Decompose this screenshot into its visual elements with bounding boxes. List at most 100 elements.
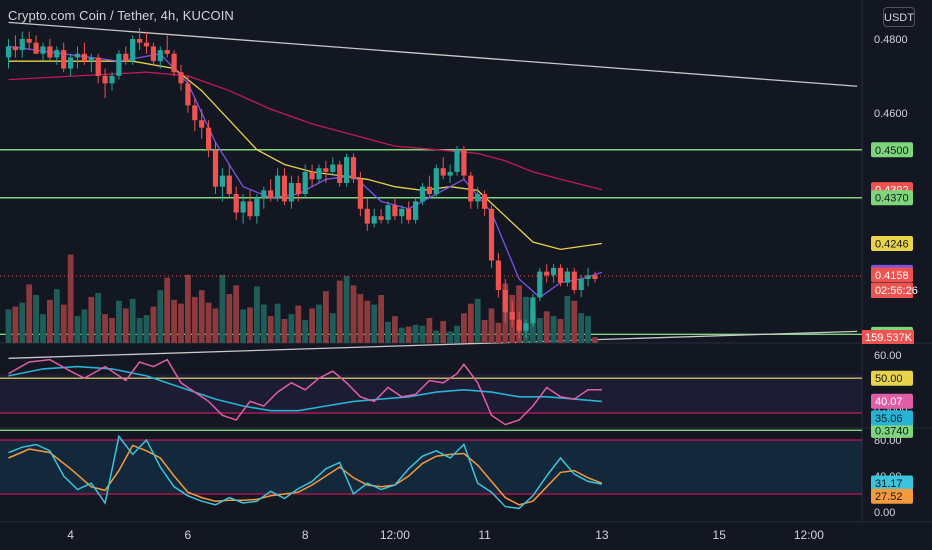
volume-bar — [109, 318, 115, 343]
candle-body — [592, 275, 598, 279]
candle-body — [516, 319, 522, 331]
volume-bar — [212, 308, 219, 343]
volume-bar — [129, 298, 136, 343]
price-last-badge — [871, 267, 913, 283]
price-level-badge — [871, 142, 913, 158]
volume-bar — [405, 326, 412, 343]
rsi-ma-current-label: 35.06 — [875, 413, 903, 425]
price-ema_mid-label: 0.4246 — [875, 239, 909, 251]
volume-bar — [412, 324, 419, 343]
candle-body — [433, 168, 439, 195]
volume-bar — [481, 319, 488, 343]
volume-bar — [47, 299, 53, 343]
volume-bar — [550, 316, 557, 343]
volume-bar — [67, 254, 74, 343]
candle-body — [61, 50, 67, 69]
rsi-ma-line — [8, 365, 602, 412]
candle-body — [357, 179, 363, 209]
candle-body — [468, 175, 474, 202]
candle-body — [364, 208, 370, 224]
candle-body — [385, 205, 391, 220]
volume-bar — [88, 296, 95, 343]
candle-body — [482, 194, 488, 209]
candle-body — [233, 194, 239, 213]
volume-bar — [454, 325, 460, 343]
time-tick-label: 15 — [713, 528, 727, 542]
candle-body — [440, 168, 446, 176]
volume-bar — [254, 286, 260, 343]
volume-bar — [426, 318, 433, 343]
volume-bar — [288, 314, 295, 343]
candle-body — [330, 164, 336, 172]
candle-body — [537, 271, 543, 298]
candle-body — [212, 149, 219, 187]
volume-bar — [274, 303, 281, 343]
volume-bar — [433, 330, 440, 343]
rsi-ma-current-badge — [871, 410, 913, 426]
rsi-pane — [0, 358, 862, 426]
volume-bar — [350, 285, 357, 343]
candle-body — [5, 46, 12, 58]
candle-body — [192, 105, 198, 121]
volume-last-badge — [862, 330, 914, 344]
price-level-badge — [871, 422, 913, 438]
volume-bar — [240, 309, 246, 343]
volume-bar — [116, 300, 122, 343]
candle-body — [523, 323, 529, 331]
price-tick-label: 0.4600 — [874, 108, 908, 120]
volume-bar — [95, 293, 102, 343]
candle-body — [150, 46, 156, 62]
volume-bar — [357, 294, 364, 343]
candle-body — [102, 75, 108, 84]
candle-body — [454, 149, 460, 172]
candle-body — [557, 267, 564, 283]
stoch-d-line — [8, 444, 603, 506]
time-tick-label: 8 — [302, 528, 309, 542]
candle-body — [406, 208, 412, 220]
volume-bar — [323, 291, 329, 343]
candle-body — [178, 72, 184, 84]
candle-body — [130, 39, 136, 62]
rsi-band-50-label: 50.00 — [875, 373, 903, 385]
rsi-line — [8, 358, 602, 426]
volume-bar — [571, 300, 578, 343]
volume-bar — [19, 302, 26, 343]
candle-body — [137, 39, 143, 43]
candle-body — [323, 168, 329, 172]
candle-body — [344, 157, 350, 183]
chart-title: Crypto.com Coin / Tether, 4h, KUCOIN — [8, 8, 234, 23]
price-level-label: 0.3740 — [875, 425, 909, 437]
candle-body — [143, 42, 150, 47]
candle-body — [54, 50, 60, 58]
volume-bar — [371, 304, 378, 343]
volume-bar — [178, 303, 184, 343]
candle-body — [530, 297, 536, 324]
candle-body — [295, 182, 301, 195]
stoch-k-current-label: 31.17 — [875, 478, 903, 490]
time-tick-label: 11 — [478, 528, 491, 542]
candle-body — [288, 182, 294, 202]
volume-bar — [543, 311, 550, 343]
candle-body — [157, 50, 163, 62]
volume-bar — [12, 306, 19, 343]
candle-body — [309, 171, 315, 180]
volume-bar — [343, 275, 350, 343]
candle-body — [461, 149, 467, 176]
currency-button[interactable]: USDT — [883, 7, 915, 27]
time-tick-label: 6 — [185, 528, 192, 542]
price-level-badge — [871, 190, 913, 206]
candle-body — [337, 164, 343, 183]
price-level-label: 0.4370 — [875, 193, 909, 205]
candle-body — [488, 208, 495, 261]
volume-bar — [81, 309, 88, 343]
candle-body — [392, 205, 398, 217]
trendlines[interactable] — [8, 21, 858, 359]
candle-body — [502, 290, 508, 313]
price-axis[interactable]: 0.36000.38000.46000.480060.0080.0040.000… — [862, 34, 918, 519]
volume-bar — [364, 300, 371, 343]
time-tick-label: 12:00 — [380, 528, 410, 542]
time-axis[interactable]: 4 6 8 12:00 11 13 15 12:00 — [67, 528, 824, 542]
volume-bar — [226, 294, 233, 343]
candle-body — [19, 39, 25, 51]
